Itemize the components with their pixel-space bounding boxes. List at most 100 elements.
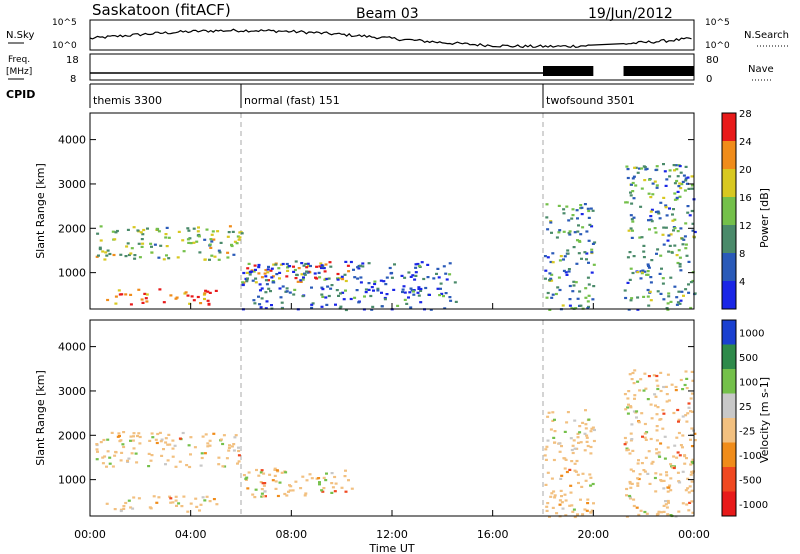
echo-cell xyxy=(632,175,636,178)
echo-cell xyxy=(132,432,136,435)
echo-cell xyxy=(591,209,595,212)
echo-cell xyxy=(140,298,144,301)
echo-cell xyxy=(309,264,312,268)
echo-cell xyxy=(129,293,133,296)
echo-cell xyxy=(226,251,230,254)
velocity-frame xyxy=(89,319,695,517)
echo-cell xyxy=(265,283,269,286)
echo-cell xyxy=(562,457,566,460)
power-cbar-label: Power [dB] xyxy=(758,188,771,248)
echo-cell xyxy=(649,437,653,441)
echo-cell xyxy=(666,446,670,449)
echo-cell xyxy=(207,302,211,305)
echo-cell xyxy=(113,454,117,457)
echo-cell xyxy=(579,498,582,501)
echo-cell xyxy=(99,239,103,242)
echo-cell xyxy=(237,449,241,453)
echo-cell xyxy=(558,450,562,453)
echo-cell xyxy=(140,238,144,241)
echo-cell xyxy=(645,512,649,515)
echo-cell xyxy=(678,302,682,305)
echo-cell xyxy=(159,244,163,247)
echo-cell xyxy=(666,239,670,242)
echo-cell xyxy=(164,441,168,444)
echo-cell xyxy=(570,448,574,452)
echo-cell xyxy=(189,242,193,245)
colorbar-swatch xyxy=(722,253,736,281)
echo-cell xyxy=(568,298,572,301)
echo-cell xyxy=(301,295,305,298)
echo-cell xyxy=(690,175,694,178)
echo-cell xyxy=(554,292,558,296)
echo-cell xyxy=(649,196,653,199)
echo-cell xyxy=(264,275,268,278)
echo-cell xyxy=(436,267,440,270)
echo-cell xyxy=(659,254,663,257)
echo-cell xyxy=(549,221,553,224)
echo-cell xyxy=(96,232,100,235)
echo-cell xyxy=(318,483,321,486)
colorbar-swatch xyxy=(722,344,736,369)
echo-cell xyxy=(631,271,635,275)
echo-cell xyxy=(625,447,629,450)
echo-cell xyxy=(568,304,572,307)
echo-cell xyxy=(562,258,565,261)
echo-cell xyxy=(322,267,326,270)
echo-cell xyxy=(684,177,688,180)
echo-cell xyxy=(349,297,353,301)
echo-cell xyxy=(190,295,194,298)
echo-cell xyxy=(682,174,686,177)
echo-cell xyxy=(112,253,116,257)
echo-cell xyxy=(288,291,292,294)
echo-cell xyxy=(305,266,309,269)
echo-cell xyxy=(237,460,241,463)
echo-cell xyxy=(669,477,673,480)
echo-cell xyxy=(571,510,575,513)
echo-cell xyxy=(689,473,693,476)
echo-cell xyxy=(586,207,590,210)
echo-cell xyxy=(259,289,262,292)
echo-cell xyxy=(569,484,573,487)
echo-cell xyxy=(684,247,688,250)
echo-cell xyxy=(119,253,123,256)
echo-cell xyxy=(673,218,677,221)
echo-cell xyxy=(320,489,324,492)
echo-cell xyxy=(558,259,562,262)
echo-cell xyxy=(242,474,246,477)
echo-cell xyxy=(241,281,245,284)
echo-cell xyxy=(413,278,417,281)
echo-cell xyxy=(684,370,688,373)
echo-cell xyxy=(376,289,380,292)
echo-cell xyxy=(629,468,633,471)
echo-cell xyxy=(380,305,384,308)
echo-cell xyxy=(584,427,588,430)
echo-cell xyxy=(579,441,583,444)
y-tick-label: 2000 xyxy=(58,222,86,235)
echo-cell xyxy=(435,272,438,275)
echo-cell xyxy=(565,273,569,276)
power-ylabel: Slant Range [km] xyxy=(34,163,47,259)
echo-cell xyxy=(640,187,644,190)
echo-cell xyxy=(587,261,590,264)
y-tick-label: 2000 xyxy=(58,429,86,442)
echo-cell xyxy=(233,240,237,243)
nave-label: Nave xyxy=(748,64,774,75)
echo-cell xyxy=(642,389,646,392)
echo-cell xyxy=(656,210,660,213)
echo-cell xyxy=(544,277,547,280)
echo-cell xyxy=(324,263,328,266)
echo-cell xyxy=(206,445,210,448)
echo-cell xyxy=(129,435,133,438)
echo-cell xyxy=(371,305,375,308)
echo-cell xyxy=(546,228,550,231)
echo-cell xyxy=(129,439,132,442)
echo-cell xyxy=(592,285,596,288)
echo-cell xyxy=(688,485,692,488)
echo-cell xyxy=(655,165,659,168)
echo-cell xyxy=(659,479,663,482)
echo-cell xyxy=(630,183,633,186)
echo-cell xyxy=(656,512,660,515)
echo-cell xyxy=(108,456,112,459)
echo-cell xyxy=(182,495,186,498)
echo-cell xyxy=(337,294,340,297)
